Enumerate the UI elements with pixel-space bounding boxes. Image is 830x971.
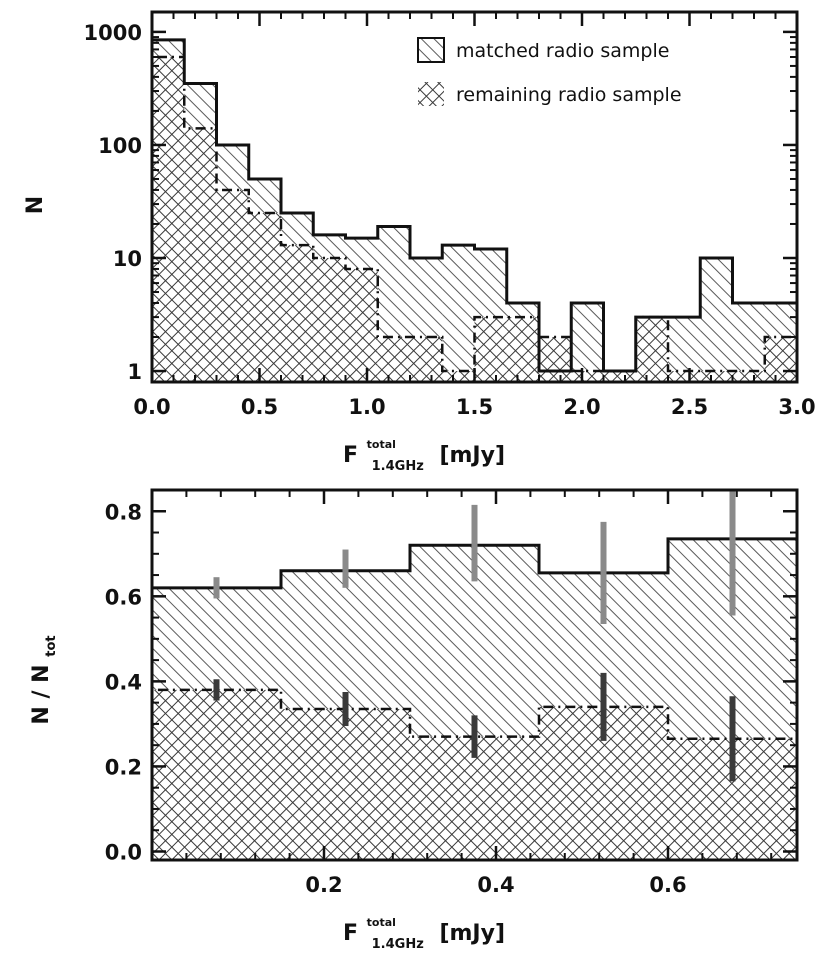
panel1-ytick-label-1: 0.2 (105, 755, 142, 779)
bottom-axes-frame (150, 488, 799, 862)
panel0-xtick-label-4: 2.0 (563, 395, 600, 419)
panel0-series1-bar-16 (668, 371, 701, 382)
bottom-y-label-main: N / N (29, 664, 54, 724)
panel0-series1-bar-7 (377, 337, 410, 382)
panel0-xtick-label-0: 0.0 (133, 395, 170, 419)
legend-label-remaining: remaining radio sample (456, 84, 682, 106)
panel0-series1-bar-14 (603, 371, 636, 382)
panel0-xtick-label-5: 2.5 (671, 395, 708, 419)
panel0-xtick-label-2: 1.0 (348, 395, 385, 419)
panel1-xtick-label-2: 0.6 (649, 873, 686, 897)
panel0-series1-bar-12 (539, 337, 572, 382)
panel1-xtick-label-1: 0.4 (477, 873, 514, 897)
top-plot-area (152, 38, 797, 382)
panel0-series1-bar-10 (474, 317, 507, 382)
panel0-series0-bar-18 (732, 302, 765, 382)
legend-swatch-remaining (418, 82, 444, 106)
panel0-series1-bar-8 (410, 337, 443, 382)
panel0-series1-outline (152, 55, 797, 382)
panel1-xtick-label-0: 0.2 (305, 873, 342, 897)
panel0-ytick-label-3: 1000 (84, 21, 142, 45)
panel0-ytick-label-2: 100 (98, 134, 142, 158)
top-x-axis-label: F total 1.4GHz [mJy] (343, 429, 505, 476)
panel0-series0-bar-9 (442, 245, 475, 382)
bottom-fraction-panel: 0.2 0.4 0.6 0.0 0.2 0.4 0.6 0.8 N / N tot F tot… (29, 488, 799, 954)
bottom-tick-labels: 0.2 0.4 0.6 0.0 0.2 0.4 0.6 0.8 (105, 500, 687, 897)
panel0-series1-bar-6 (345, 268, 378, 382)
top-histogram-panel: 0.0 0.5 1.0 1.5 2.0 2.5 3.0 1 10 100 1000 N F tota… (23, 10, 816, 476)
panel1-series1-outline (152, 688, 797, 860)
panel1-ytick-label-4: 0.8 (105, 500, 142, 524)
panel0-series1-bar-4 (281, 245, 314, 382)
panel0-series0-outline (152, 38, 797, 382)
panel0-ytick-label-1: 10 (113, 247, 142, 271)
bottom-x-label-unit: [mJy] (439, 921, 505, 946)
panel0-series1-bar-0 (152, 56, 185, 382)
legend-label-matched: matched radio sample (456, 40, 669, 62)
panel0-series1-bar-13 (571, 371, 604, 382)
top-x-label-sub: 1.4GHz (372, 459, 424, 474)
panel0-series0-bar-17 (700, 257, 733, 382)
panel1-series1-bar-1 (281, 709, 410, 860)
legend: matched radio sample remaining radio sam… (417, 37, 682, 106)
top-tick-labels: 0.0 0.5 1.0 1.5 2.0 2.5 3.0 1 10 100 1000 (84, 21, 816, 419)
top-axes-frame (150, 10, 799, 384)
panel0-series1-bar-19 (764, 337, 797, 382)
panel1-ytick-label-0: 0.0 (105, 840, 142, 864)
panel0-series1-bar-18 (732, 371, 765, 382)
panel1-ytick-label-2: 0.4 (105, 670, 142, 694)
top-x-label-unit: [mJy] (439, 443, 505, 468)
panel0-series1-bar-11 (506, 317, 539, 382)
panel0-series1-bar-17 (700, 371, 733, 382)
panel1-ytick-label-3: 0.6 (105, 585, 142, 609)
top-y-axis-label: N (23, 196, 48, 214)
panel0-xtick-label-3: 1.5 (456, 395, 493, 419)
panel0-xtick-label-1: 0.5 (241, 395, 278, 419)
top-x-label-sup: total (367, 438, 396, 451)
panel0-series1-bar-2 (216, 189, 249, 382)
bottom-x-axis-label: F total 1.4GHz [mJy] (343, 907, 505, 954)
bottom-plot-area (152, 490, 797, 860)
panel0-series0-bar-13 (571, 302, 604, 382)
bottom-x-label-sup: total (367, 916, 396, 929)
bottom-axis-ticks (151, 490, 797, 860)
bottom-x-label-main: F (343, 921, 358, 946)
bottom-y-axis-label: N / N tot (29, 635, 59, 724)
panel0-series1-bar-9 (442, 371, 475, 382)
panel0-series1-bar-1 (184, 128, 217, 382)
panel0-xtick-label-6: 3.0 (778, 395, 815, 419)
panel0-series1-bar-15 (635, 317, 668, 382)
panel0-series1-bar-3 (248, 213, 281, 382)
bottom-y-label-sub: tot (44, 635, 59, 656)
panel1-series1-bar-0 (152, 689, 281, 860)
bottom-x-label-sub: 1.4GHz (372, 937, 424, 952)
top-x-label-main: F (343, 443, 358, 468)
panel0-series1-bar-5 (313, 257, 346, 382)
legend-swatch-matched (417, 37, 445, 63)
panel0-ytick-label-0: 1 (127, 360, 142, 384)
